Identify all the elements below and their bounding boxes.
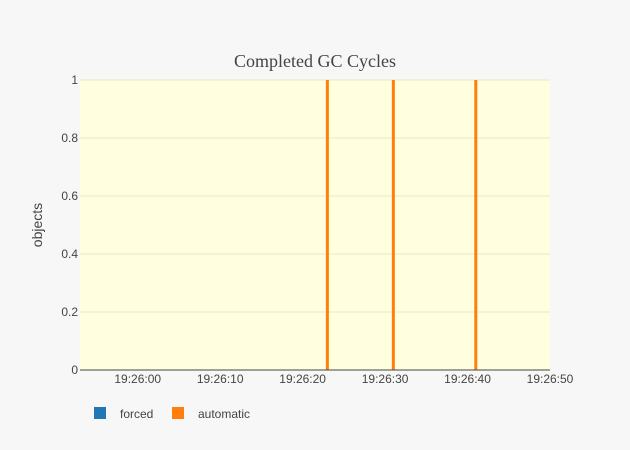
legend: forced automatic	[94, 407, 250, 421]
x-axis-ticks: 19:26:00 19:26:10 19:26:20 19:26:30 19:26:40…	[114, 372, 573, 386]
bar-automatic	[474, 80, 478, 370]
y-tick-label: 0.2	[61, 305, 78, 319]
y-axis-label: objects	[29, 203, 45, 247]
y-tick-label: 1	[71, 73, 78, 87]
bar-automatic	[325, 80, 329, 370]
x-tick-label: 19:26:30	[362, 372, 409, 386]
legend-label-automatic: automatic	[198, 407, 250, 421]
y-tick-label: 0	[71, 363, 78, 377]
y-tick-label: 0.4	[61, 247, 78, 261]
x-tick-label: 19:26:20	[279, 372, 326, 386]
x-tick-label: 19:26:40	[444, 372, 491, 386]
bar-automatic	[391, 80, 395, 370]
gridlines	[80, 79, 550, 313]
data-bars	[325, 80, 478, 370]
legend-label-forced: forced	[120, 407, 153, 421]
legend-swatch-automatic	[172, 407, 184, 419]
y-axis-ticks: 0 0.2 0.4 0.6 0.8 1	[61, 73, 78, 377]
y-tick-label: 0.8	[61, 131, 78, 145]
legend-swatch-forced	[94, 407, 106, 419]
x-tick-label: 19:26:10	[197, 372, 244, 386]
y-tick-label: 0.6	[61, 189, 78, 203]
plot-area	[80, 80, 550, 370]
x-tick-label: 19:26:50	[527, 372, 574, 386]
chart-title: Completed GC Cycles	[234, 51, 396, 71]
x-tick-label: 19:26:00	[114, 372, 161, 386]
